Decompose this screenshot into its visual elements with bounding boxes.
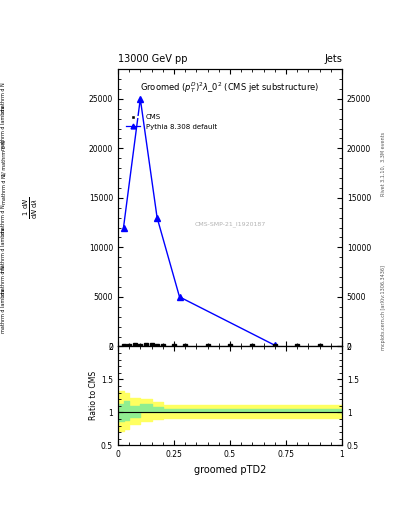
Text: CMS-SMP-21_I1920187: CMS-SMP-21_I1920187 <box>194 222 266 227</box>
Text: Jets: Jets <box>324 54 342 64</box>
Text: 13000 GeV pp: 13000 GeV pp <box>118 54 187 64</box>
Text: mathrm d lambda: mathrm d lambda <box>2 105 6 150</box>
Y-axis label: $\frac{1}{\mathrm{d}N}\frac{\mathrm{d}N}{\mathrm{d}\lambda}$: $\frac{1}{\mathrm{d}N}\frac{\mathrm{d}N}… <box>22 197 40 219</box>
Text: mathrm d N: mathrm d N <box>2 265 6 295</box>
Text: mathrm d lambda: mathrm d lambda <box>2 288 6 333</box>
Text: Groomed $(p_T^D)^2\lambda\_0^2$ (CMS jet substructure): Groomed $(p_T^D)^2\lambda\_0^2$ (CMS jet… <box>140 80 320 95</box>
X-axis label: groomed pTD2: groomed pTD2 <box>194 465 266 475</box>
Text: mathrm d N/: mathrm d N/ <box>2 173 6 204</box>
Y-axis label: Ratio to CMS: Ratio to CMS <box>89 371 98 420</box>
Text: mathrm d N: mathrm d N <box>2 204 6 234</box>
Text: mathrm d lambda: mathrm d lambda <box>2 227 6 271</box>
Text: Rivet 3.1.10,  3.3M events: Rivet 3.1.10, 3.3M events <box>381 132 386 196</box>
Legend: CMS, Pythia 8.308 default: CMS, Pythia 8.308 default <box>124 112 220 133</box>
Text: mathrm d N: mathrm d N <box>2 82 6 112</box>
Text: 1/ mathrm d N: 1/ mathrm d N <box>2 140 6 176</box>
Text: mcplots.cern.ch [arXiv:1306.3436]: mcplots.cern.ch [arXiv:1306.3436] <box>381 265 386 350</box>
